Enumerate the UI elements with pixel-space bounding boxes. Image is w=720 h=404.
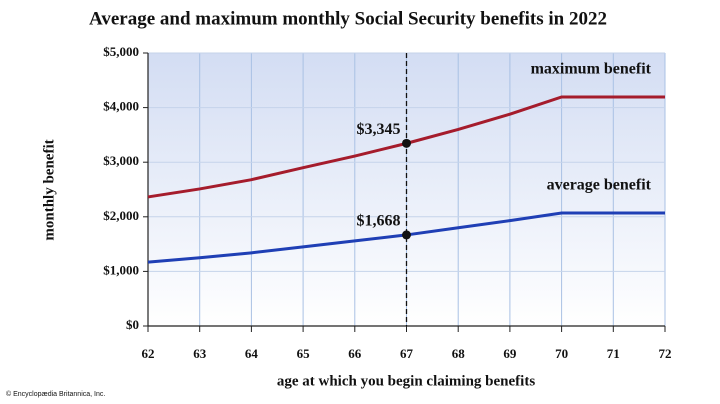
annotation-dot: [402, 230, 411, 240]
x-tick-label: 71: [607, 346, 620, 361]
y-tick-label: $5,000: [103, 44, 139, 59]
x-tick-label: 65: [297, 346, 311, 361]
x-tick-label: 68: [452, 346, 466, 361]
x-tick-label: 70: [555, 346, 568, 361]
y-tick-label: $1,000: [103, 262, 139, 277]
y-tick-label: $0: [126, 317, 139, 332]
y-tick-label: $4,000: [103, 99, 139, 114]
x-tick-label: 64: [245, 346, 259, 361]
annotation-dot: [402, 138, 411, 148]
chart-title: Average and maximum monthly Social Secur…: [89, 8, 607, 29]
x-tick-label: 69: [503, 346, 517, 361]
series-label: average benefit: [547, 177, 652, 194]
x-axis-label: age at which you begin claiming benefits: [277, 373, 536, 389]
y-tick-label: $2,000: [103, 208, 139, 223]
annotation-label: $3,345: [357, 121, 401, 138]
series-label: maximum benefit: [531, 61, 652, 78]
x-tick-label: 63: [193, 346, 207, 361]
annotation-label: $1,668: [357, 213, 401, 230]
x-tick-label: 62: [142, 346, 155, 361]
y-tick-label: $3,000: [103, 153, 139, 168]
x-tick-label: 72: [659, 346, 672, 361]
x-tick-label: 66: [348, 346, 362, 361]
x-tick-label: 67: [400, 346, 414, 361]
credit: © Encyclopædia Britannica, Inc.: [6, 390, 105, 398]
y-axis-label: monthly benefit: [41, 139, 57, 240]
